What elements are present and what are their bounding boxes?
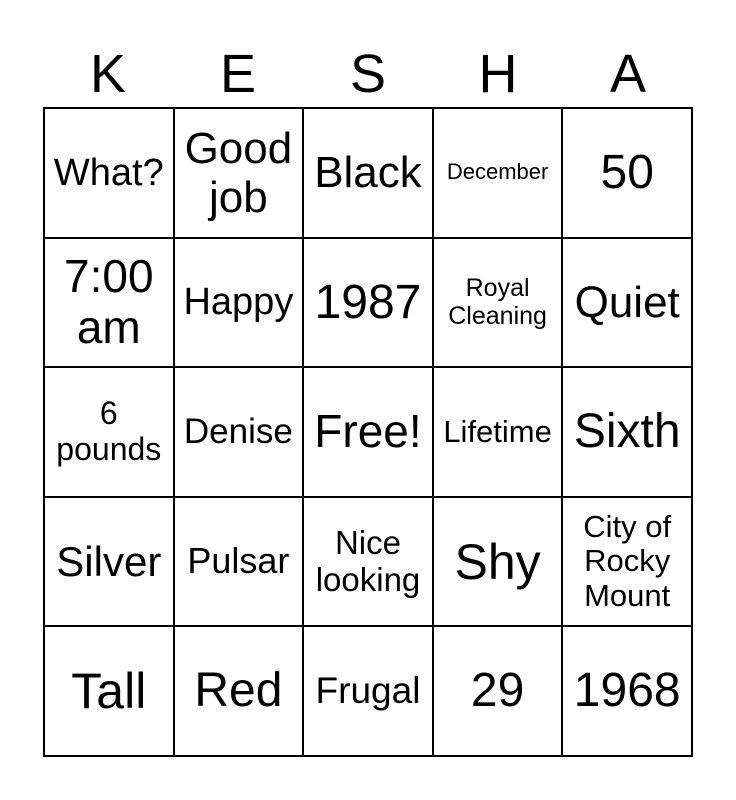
header-letter: S (349, 44, 387, 104)
bingo-cell[interactable]: City of Rocky Mount (562, 496, 692, 627)
header-letter: A (609, 44, 647, 104)
bingo-cell[interactable]: Good job (173, 108, 304, 238)
bingo-cell[interactable]: Sixth (562, 367, 692, 497)
bingo-cell[interactable]: 1987 (303, 237, 433, 368)
bingo-cell[interactable]: Tall (44, 626, 174, 756)
bingo-cell[interactable]: 7:00 am (44, 237, 174, 368)
bingo-cell[interactable]: Royal Cleaning (432, 237, 563, 368)
header-letter: E (219, 44, 257, 104)
bingo-cell[interactable]: 1968 (562, 626, 692, 756)
bingo-cell[interactable]: Red (173, 626, 304, 756)
bingo-cell[interactable]: Pulsar (173, 496, 304, 627)
bingo-cell[interactable]: Lifetime (432, 367, 563, 497)
bingo-cell[interactable]: Black (303, 108, 433, 238)
bingo-cell[interactable]: What? (44, 108, 174, 238)
bingo-header: K E S H A (43, 42, 693, 106)
bingo-cell[interactable]: 6 pounds (44, 367, 174, 497)
bingo-grid: What? Good job Black December 50 7:00 am Happy… (43, 107, 693, 757)
bingo-cell[interactable]: Quiet (562, 237, 692, 368)
bingo-cell[interactable]: 50 (562, 108, 692, 238)
header-letter: K (89, 44, 127, 104)
bingo-cell[interactable]: Denise (173, 367, 304, 497)
bingo-cell[interactable]: Nice looking (303, 496, 433, 627)
bingo-cell[interactable]: Silver (44, 496, 174, 627)
bingo-cell[interactable]: Frugal (303, 626, 433, 756)
bingo-cell[interactable]: December (432, 108, 563, 238)
bingo-cell[interactable]: 29 (432, 626, 563, 756)
bingo-cell[interactable]: Free! (303, 367, 433, 497)
bingo-cell[interactable]: Shy (432, 496, 563, 627)
header-letter: H (478, 44, 518, 104)
bingo-cell[interactable]: Happy (173, 237, 304, 368)
